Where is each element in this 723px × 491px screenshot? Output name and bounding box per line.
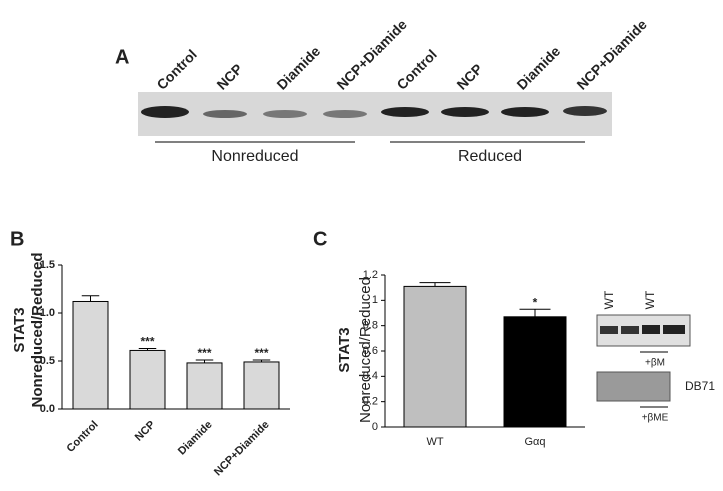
- y-axis-label: STAT3: [336, 327, 353, 372]
- x-tick-label: WT: [426, 436, 443, 448]
- inset-bands: [600, 325, 685, 334]
- lane-label: NCP+Diamide: [573, 16, 650, 93]
- y-tick-label: 0.2: [363, 396, 378, 408]
- y-axis-label: STAT3: [11, 307, 28, 352]
- inset-lane: WT: [602, 290, 616, 309]
- panel-label: B: [10, 228, 24, 250]
- lane-label: Diamide: [273, 43, 323, 93]
- y-tick-label: 1.0: [40, 307, 55, 319]
- lane-label: Diamide: [513, 43, 563, 93]
- treatment-label: +βM: [645, 358, 665, 369]
- bar: [72, 300, 109, 410]
- panel-label: A: [115, 46, 129, 68]
- y-tick-label: 1: [372, 294, 378, 306]
- stain-blot: [596, 371, 671, 402]
- bar: [243, 361, 280, 410]
- group-label: Reduced: [458, 148, 522, 165]
- x-tick-label: Gαq: [524, 436, 545, 448]
- y-tick-label: 0.0: [40, 403, 55, 415]
- y-tick-label: 0.6: [363, 345, 378, 357]
- y-axis-label: Nonreduced/Reduced: [357, 277, 374, 423]
- group-label: Nonreduced: [211, 148, 298, 165]
- y-tick-label: 0.5: [40, 355, 55, 367]
- stain-label: DB71: [685, 379, 715, 393]
- inset-lane: WT: [643, 290, 657, 309]
- lane-label: NCP: [453, 61, 485, 93]
- error-bar: [81, 295, 100, 302]
- x-tick-label: NCP+Diamide: [212, 419, 272, 479]
- error-bar: [195, 359, 214, 363]
- y-tick-label: 0.4: [363, 370, 378, 382]
- error-bar: [138, 348, 157, 351]
- significance: ***: [140, 335, 154, 349]
- x-tick-label: NCP: [133, 419, 158, 444]
- y-axis-label: Nonreduced/Reduced: [29, 252, 46, 407]
- bar: [503, 316, 567, 428]
- blot-bands: [141, 106, 607, 118]
- treatment-label: +βME: [642, 413, 669, 424]
- error-bar: [252, 359, 271, 362]
- lane-label: NCP: [213, 61, 245, 93]
- significance: ***: [197, 346, 211, 360]
- lane-label: Control: [153, 46, 200, 93]
- y-tick-label: 0.8: [363, 320, 378, 332]
- bar: [129, 349, 166, 410]
- y-tick-label: 1.5: [40, 259, 55, 271]
- significance: *: [533, 295, 538, 309]
- bar: [186, 362, 223, 410]
- error-bar: [419, 282, 451, 287]
- bar: [403, 285, 467, 428]
- x-tick-label: Diamide: [176, 419, 215, 458]
- x-tick-label: Control: [65, 419, 101, 455]
- significance: ***: [254, 346, 268, 360]
- y-tick-label: 0: [372, 421, 378, 433]
- panel-label: C: [313, 228, 327, 250]
- y-tick-label: 1.2: [363, 269, 378, 281]
- error-bar: [519, 308, 551, 317]
- lane-label: Control: [393, 46, 440, 93]
